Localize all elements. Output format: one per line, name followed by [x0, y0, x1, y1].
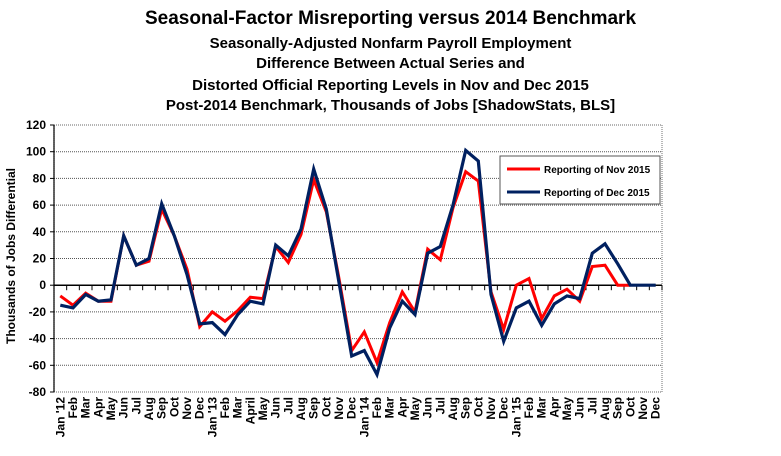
x-tick-label: Oct	[471, 397, 485, 417]
x-tick-label: Jul	[433, 397, 447, 414]
x-tick-label: Jul	[281, 397, 295, 414]
x-tick-label: May	[104, 397, 118, 421]
series-lines	[59, 147, 656, 379]
y-tick-label: -40	[29, 332, 47, 346]
x-tick-label: Apr	[395, 397, 409, 418]
x-tick-label: Jan '12	[53, 397, 67, 438]
y-tick-label: 120	[26, 118, 46, 132]
x-tick-label: Sep	[459, 397, 473, 419]
y-tick-label: 80	[33, 171, 47, 185]
x-tick-label: Mar	[535, 397, 549, 419]
y-tick-label: 20	[33, 252, 47, 266]
x-tick-label: Feb	[66, 397, 80, 418]
y-tick-label: 40	[33, 225, 47, 239]
x-tick-label: May	[256, 397, 270, 421]
y-tick-label: 100	[26, 145, 46, 159]
x-tick-label: Feb	[218, 397, 232, 418]
x-tick-label: Nov	[636, 397, 650, 420]
x-tick-label: Jun	[573, 397, 587, 418]
x-tick-label: Jun	[117, 397, 131, 418]
x-tick-label: Mar	[79, 397, 93, 419]
x-tick-label: Dec	[193, 397, 207, 419]
legend: Reporting of Nov 2015 Reporting of Dec 2…	[499, 155, 661, 205]
x-tick-label: Sep	[307, 397, 321, 419]
x-tick-label: Dec	[345, 397, 359, 419]
x-axis-ticks: Jan '12FebMarAprMayJunJulAugSepOctNovDec…	[53, 285, 663, 438]
x-tick-label: Jun	[421, 397, 435, 418]
x-tick-label: Feb	[522, 397, 536, 418]
x-tick-label: Jan '15	[509, 397, 523, 438]
legend-label-dec: Reporting of Dec 2015	[544, 188, 650, 199]
y-tick-label: -80	[29, 385, 47, 399]
y-axis-label: Thousands of Jobs Differential	[4, 168, 18, 344]
x-tick-label: Sep	[155, 397, 169, 419]
x-tick-label: May	[408, 397, 422, 421]
y-axis-ticks: 120 100 80 60 40 20 0 -20 -40 -60 -80	[26, 118, 54, 399]
x-tick-label: Dec	[497, 397, 511, 419]
chart-subtitle-4: Post-2014 Benchmark, Thousands of Jobs […	[165, 97, 616, 114]
chart-subtitle-2: Difference Between Actual Series and	[256, 55, 525, 72]
x-tick-label: Oct	[167, 397, 181, 417]
x-tick-label: Mar	[383, 397, 397, 419]
x-tick-label: Feb	[370, 397, 384, 418]
x-tick-label: Dec	[649, 397, 663, 419]
x-tick-label: Apr	[91, 397, 105, 418]
legend-box	[499, 155, 661, 205]
x-tick-label: Aug	[446, 397, 460, 420]
x-tick-label: Nov	[484, 397, 498, 420]
legend-label-nov: Reporting of Nov 2015	[544, 165, 651, 176]
x-tick-label: Aug	[598, 397, 612, 420]
x-tick-label: May	[560, 397, 574, 421]
x-tick-label: Sep	[611, 397, 625, 419]
series-line-dec-2015	[59, 147, 656, 379]
x-tick-label: Jun	[269, 397, 283, 418]
chart-title: Seasonal-Factor Misreporting versus 2014…	[144, 8, 637, 29]
x-tick-label: Aug	[294, 397, 308, 420]
x-tick-label: Jan '14	[357, 397, 371, 438]
x-tick-label: Nov	[180, 397, 194, 420]
x-tick-label: Aug	[142, 397, 156, 420]
x-tick-label: April	[243, 397, 257, 424]
x-tick-label: Jul	[585, 397, 599, 414]
x-tick-label: Jan '13	[205, 397, 219, 438]
x-tick-label: Jul	[129, 397, 143, 414]
y-tick-label: -60	[29, 358, 47, 372]
y-tick-label: -20	[29, 305, 47, 319]
y-tick-label: 60	[33, 198, 47, 212]
x-tick-label: Mar	[231, 397, 245, 419]
chart-subtitle-3: Distorted Official Reporting Levels in N…	[192, 77, 589, 94]
x-tick-label: Nov	[332, 397, 346, 420]
chart-subtitle-1: Seasonally-Adjusted Nonfarm Payroll Empl…	[209, 35, 572, 52]
x-tick-label: Oct	[623, 397, 637, 417]
x-tick-label: Apr	[547, 397, 561, 418]
x-tick-label: Oct	[319, 397, 333, 417]
y-tick-label: 0	[39, 278, 46, 292]
